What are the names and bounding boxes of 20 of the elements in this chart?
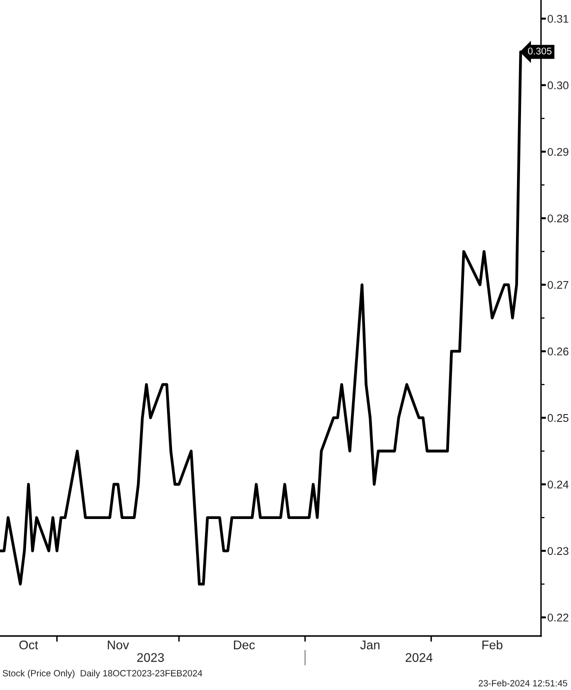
y-tick-label: 0.24 xyxy=(548,480,569,488)
x-tick-label: Jan xyxy=(360,640,380,650)
x2-tick-label: 2023 xyxy=(137,653,164,662)
x-tick-label: Nov xyxy=(108,640,130,650)
data-label: 0.305 xyxy=(528,48,552,54)
x-tick-label: Feb xyxy=(482,640,502,650)
text: Stock (Price Only) Daily 18OCT2023-23FEB2024 xyxy=(2,670,202,678)
text: 23-Feb-2024 12:51:45 xyxy=(478,680,568,686)
x-tick-label: Oct xyxy=(19,640,38,650)
y-tick-label: 0.28 xyxy=(548,214,568,222)
y-tick-label: 0.25 xyxy=(548,414,568,422)
y-tick-label: 0.31 xyxy=(548,14,568,23)
y-tick-label: 0.22 xyxy=(548,614,568,622)
y-tick-label: 0.27 xyxy=(548,281,568,289)
y-tick-label: 0.29 xyxy=(548,148,568,156)
y-tick-label: 0.30 xyxy=(548,81,568,90)
x-tick-label: Dec xyxy=(234,640,255,650)
x2-tick-label: 2024 xyxy=(406,653,433,662)
y-tick-label: 0.23 xyxy=(548,547,568,555)
y-tick-label: 0.26 xyxy=(548,348,568,356)
